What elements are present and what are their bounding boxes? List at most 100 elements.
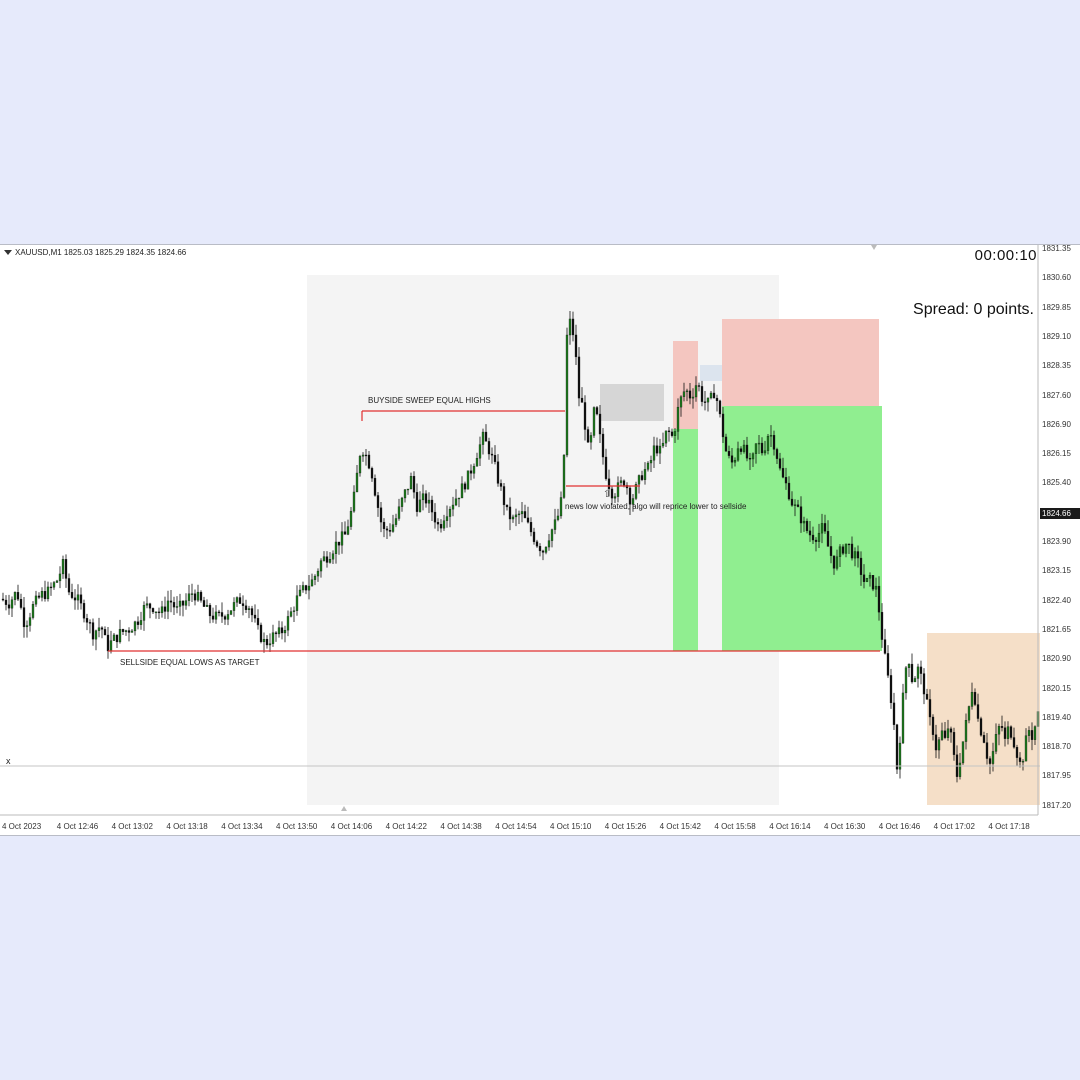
bear-candle xyxy=(715,397,719,402)
bull-candle xyxy=(421,493,425,501)
bull-candle xyxy=(319,560,323,572)
bull-candle xyxy=(142,605,146,621)
bear-candle xyxy=(697,385,701,387)
bear-candle xyxy=(1018,757,1022,762)
bear-candle xyxy=(625,485,629,489)
bear-candle xyxy=(505,504,509,508)
dropdown-triangle-icon[interactable] xyxy=(4,250,12,256)
bull-candle xyxy=(340,531,344,546)
bear-candle xyxy=(499,483,503,487)
bull-candle xyxy=(1033,726,1037,740)
bear-candle xyxy=(862,574,866,582)
bear-candle xyxy=(1030,730,1034,740)
bear-candle xyxy=(541,550,545,553)
bull-candle xyxy=(658,445,662,454)
bear-candle xyxy=(724,436,728,452)
bull-candle xyxy=(511,516,515,520)
bear-candle xyxy=(163,606,167,612)
bear-candle xyxy=(943,730,947,738)
bear-candle xyxy=(103,629,107,636)
bear-candle xyxy=(250,608,254,616)
bull-candle xyxy=(10,599,14,609)
bear-candle xyxy=(934,734,938,751)
bear-candle xyxy=(208,604,212,617)
bull-candle xyxy=(460,483,464,499)
up-arrow-icon: ⇧ xyxy=(603,489,612,500)
bull-candle xyxy=(298,589,302,596)
bull-candle xyxy=(313,575,317,580)
bull-candle xyxy=(322,556,326,561)
bull-candle xyxy=(235,597,239,603)
bull-candle xyxy=(145,603,149,606)
time-axis-label: 4 Oct 15:42 xyxy=(659,822,701,831)
bull-candle xyxy=(649,460,653,464)
bull-candle xyxy=(994,734,998,752)
bear-candle xyxy=(655,445,659,454)
bear-candle xyxy=(121,629,125,632)
price-axis-label: 1829.85 xyxy=(1042,302,1071,312)
bear-candle xyxy=(259,624,263,643)
bull-candle xyxy=(28,617,32,626)
bull-candle xyxy=(907,663,911,668)
bear-candle xyxy=(787,482,791,500)
bull-candle xyxy=(403,489,407,499)
bull-candle xyxy=(190,593,194,595)
candle-timer: 00:00:10 xyxy=(974,247,1037,264)
bull-candle xyxy=(397,506,401,519)
price-axis-label: 1817.20 xyxy=(1042,800,1071,810)
bear-candle xyxy=(220,612,224,617)
bear-candle xyxy=(628,487,632,505)
bear-candle xyxy=(16,592,20,600)
bull-candle xyxy=(835,556,839,569)
bear-candle xyxy=(493,454,497,462)
bear-candle xyxy=(877,585,881,613)
spread-readout: Spread: 0 points. xyxy=(913,301,1034,318)
bear-candle xyxy=(772,435,776,450)
chart-window[interactable]: XAUUSD,M1 1825.03 1825.29 1824.35 1824.6… xyxy=(0,244,1080,836)
bear-candle xyxy=(37,595,41,598)
bull-candle xyxy=(76,594,80,601)
bull-candle xyxy=(619,480,623,483)
bear-candle xyxy=(385,528,389,531)
bear-candle xyxy=(790,498,794,506)
symbol-info-text: XAUUSD,M1 1825.03 1825.29 1824.35 1824.6… xyxy=(15,248,187,257)
bear-candle xyxy=(808,530,812,536)
bear-candle xyxy=(601,433,605,458)
time-axis-label: 4 Oct 14:38 xyxy=(440,822,482,831)
bear-candle xyxy=(814,539,818,542)
bull-candle xyxy=(40,591,44,598)
bull-candle xyxy=(562,454,566,498)
bull-candle xyxy=(553,519,557,530)
bull-candle xyxy=(139,620,143,625)
bull-candle xyxy=(853,551,857,559)
bull-candle xyxy=(802,520,806,524)
bull-candle xyxy=(61,559,65,575)
bear-candle xyxy=(367,454,371,469)
time-axis-label: 4 Oct 14:22 xyxy=(385,822,427,831)
bull-candle xyxy=(754,443,758,454)
bear-candle xyxy=(370,468,374,479)
bear-candle xyxy=(256,618,260,626)
bull-candle xyxy=(445,516,449,521)
bull-candle xyxy=(394,518,398,525)
bear-candle xyxy=(463,483,467,490)
bear-candle xyxy=(49,586,53,589)
bull-candle xyxy=(292,610,296,612)
bull-candle xyxy=(838,546,842,557)
bull-candle xyxy=(616,482,620,497)
bear-candle xyxy=(883,639,887,654)
bear-candle xyxy=(841,546,845,554)
bear-candle xyxy=(712,392,716,399)
bear-candle xyxy=(610,488,614,499)
bear-candle xyxy=(832,555,836,569)
price-chart[interactable] xyxy=(0,245,1080,835)
bull-candle xyxy=(55,580,59,583)
short-stop-zone-small xyxy=(673,341,698,429)
bull-candle xyxy=(31,604,35,618)
bear-candle xyxy=(526,517,530,523)
bear-candle xyxy=(910,663,914,683)
bear-candle xyxy=(64,559,68,579)
bull-candle xyxy=(400,497,404,507)
bear-candle xyxy=(985,742,989,759)
bull-candle xyxy=(475,458,479,467)
